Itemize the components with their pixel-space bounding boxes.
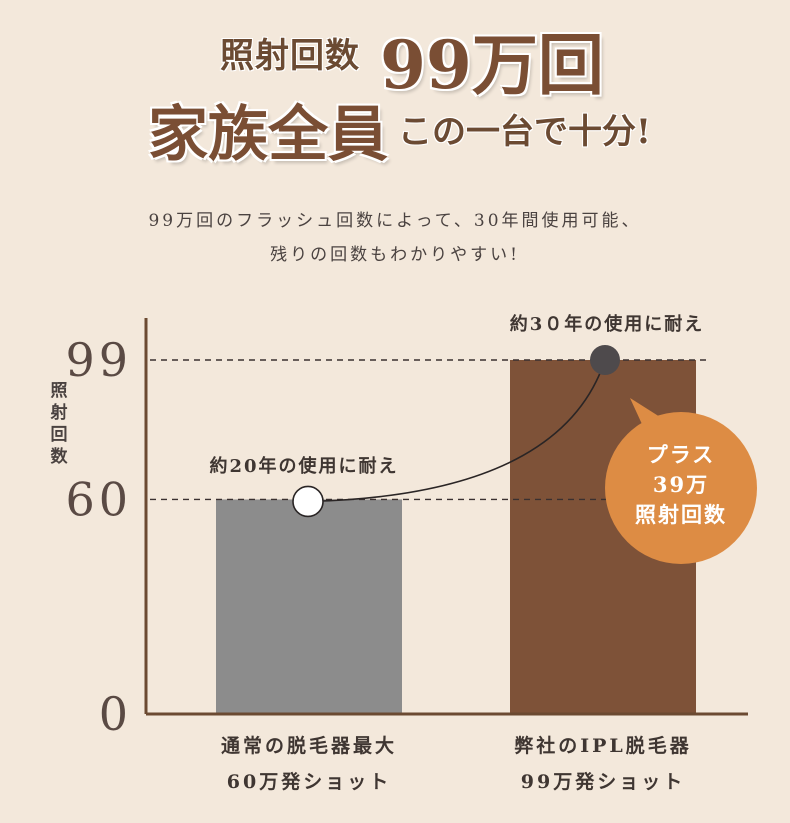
bubble-text-2: 39万	[653, 472, 709, 497]
headline-family: 家族全員	[148, 100, 388, 170]
y-axis-label-char-3: 回	[50, 425, 68, 445]
bubble	[605, 412, 757, 564]
annotation-regular: 約20年の使用に耐え	[209, 455, 398, 477]
y-axis-label-char-2: 射	[50, 403, 68, 423]
y-tick-label-60: 60	[65, 472, 132, 526]
headline-enough: この一台で十分!	[398, 112, 651, 152]
y-tick-label-0: 0	[99, 687, 132, 741]
annotation-ours: 約3０年の使用に耐え	[510, 313, 705, 335]
point-ours	[590, 345, 620, 375]
y-axis-label: 照射回数	[48, 380, 70, 468]
category-label-1-line-2: 60万発ショット	[227, 770, 391, 793]
subtitle-line-2: 残りの回数もわかりやすい!	[270, 245, 520, 265]
headline-shots-value: 99万回	[380, 26, 604, 104]
category-label-2-line-1: 弊社のIPL脱毛器	[514, 734, 692, 757]
headline: 照射回数 99万回 家族全員 この一台で十分!	[0, 0, 790, 180]
y-axis-label-char-1: 照	[50, 381, 68, 401]
bubble-text-3: 照射回数	[635, 502, 727, 527]
y-tick-label-99: 99	[65, 333, 132, 387]
growth-curve	[307, 359, 606, 503]
point-regular	[292, 485, 324, 518]
subtitle-line-1: 99万回のフラッシュ回数によって、30年間使用可能、	[148, 211, 642, 231]
category-label-1-line-1: 通常の脱毛器最大	[221, 734, 397, 757]
category-label-2-line-2: 99万発ショット	[521, 770, 685, 793]
bubble-text-1: プラス	[647, 442, 716, 467]
y-axis-label-char-4: 数	[50, 447, 68, 467]
bar-regular	[216, 499, 402, 714]
headline-shots-label: 照射回数	[220, 36, 360, 76]
